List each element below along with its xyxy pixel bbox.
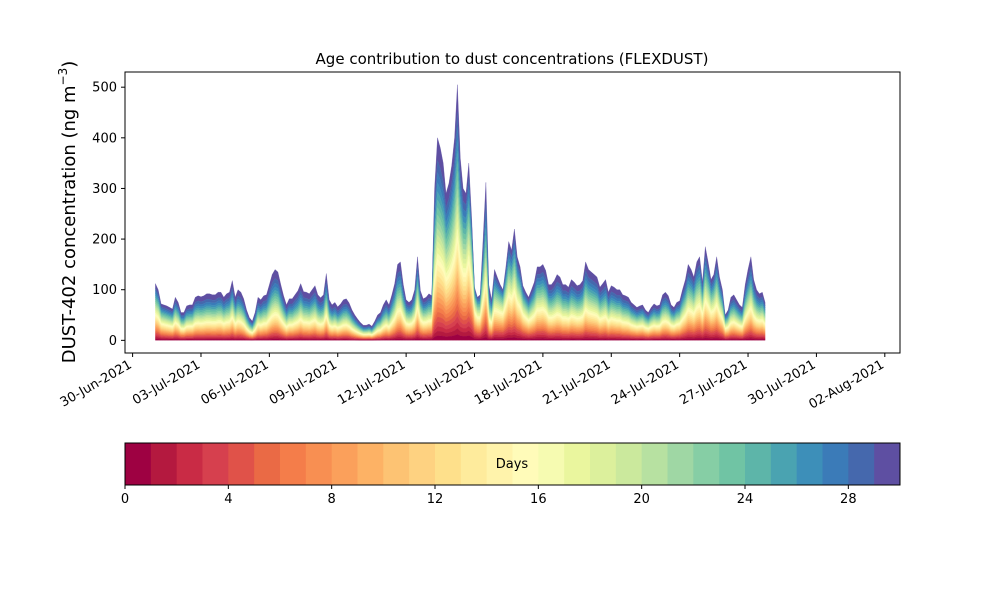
y-tick-label: 100: [92, 283, 117, 298]
colorbar-tick-label: 28: [840, 492, 857, 507]
x-tick-label: 12-Jul-2021: [335, 357, 408, 408]
colorbar-tick-label: 24: [737, 492, 754, 507]
y-axis-label-close: ): [59, 61, 80, 68]
colorbar-tick-label: 16: [530, 492, 547, 507]
x-tick-label: 02-Aug-2021: [806, 357, 886, 412]
x-axis: 30-Jun-202103-Jul-202106-Jul-202109-Jul-…: [58, 353, 887, 413]
y-tick-label: 500: [92, 81, 117, 96]
x-tick-label: 24-Jul-2021: [609, 357, 682, 408]
x-tick-label: 03-Jul-2021: [130, 357, 203, 408]
x-tick-label: 09-Jul-2021: [267, 357, 340, 408]
colorbar-segment: [331, 443, 358, 485]
colorbar-frame: [124, 442, 901, 486]
plot-frame: [124, 71, 901, 354]
colorbar-label: Days: [496, 457, 529, 472]
colorbar-segment: [125, 443, 152, 485]
y-tick-label: 200: [92, 233, 117, 248]
colorbar-tick-label: 20: [633, 492, 650, 507]
x-tick-label: 18-Jul-2021: [472, 357, 545, 408]
colorbar-segment: [667, 443, 694, 485]
colorbar: [125, 443, 901, 485]
colorbar-segment: [719, 443, 746, 485]
colorbar-ticks: 0 4 8 12 16 20 24 28: [121, 485, 857, 507]
colorbar-segment: [538, 443, 565, 485]
y-axis: 0 100 200 300 400 500: [92, 81, 125, 349]
colorbar-segment: [357, 443, 384, 485]
colorbar-segment: [435, 443, 462, 485]
colorbar-segment: [796, 443, 823, 485]
colorbar-segment: [848, 443, 875, 485]
colorbar-segment: [409, 443, 436, 485]
y-axis-label-exponent: −3: [56, 68, 70, 86]
colorbar-segment: [641, 443, 668, 485]
colorbar-segment: [874, 443, 901, 485]
colorbar-segment: [228, 443, 255, 485]
y-axis-label-main: DUST-402 concentration (ng m: [59, 85, 80, 363]
colorbar-segment: [254, 443, 281, 485]
x-tick-label: 06-Jul-2021: [199, 357, 272, 408]
colorbar-tick-label: 12: [427, 492, 444, 507]
colorbar-segment: [176, 443, 203, 485]
colorbar-segment: [512, 443, 539, 485]
colorbar-segment: [590, 443, 617, 485]
colorbar-segment: [150, 443, 178, 485]
colorbar-segment: [615, 443, 643, 485]
chart-title: Age contribution to dust concentrations …: [316, 50, 709, 68]
y-tick-label: 0: [109, 334, 117, 349]
x-tick-label: 27-Jul-2021: [677, 357, 750, 408]
stacked-area-layers: [155, 84, 766, 341]
colorbar-segment: [745, 443, 772, 485]
y-tick-label: 400: [92, 131, 117, 146]
age-layer-0: [155, 334, 766, 341]
y-tick-label: 300: [92, 182, 117, 197]
colorbar-tick-label: 0: [121, 492, 129, 507]
colorbar-segment: [770, 443, 798, 485]
colorbar-segment: [383, 443, 410, 485]
colorbar-segment: [564, 443, 591, 485]
colorbar-segment: [202, 443, 229, 485]
colorbar-segment: [460, 443, 488, 485]
colorbar-segment: [486, 443, 513, 485]
colorbar-segment: [280, 443, 307, 485]
colorbar-segment: [693, 443, 720, 485]
x-tick-label: 30-Jun-2021: [58, 357, 135, 410]
colorbar-segment: [305, 443, 333, 485]
colorbar-segment: [822, 443, 849, 485]
colorbar-tick-label: 4: [224, 492, 232, 507]
y-axis-label: DUST-402 concentration (ng m−3): [56, 61, 80, 364]
colorbar-tick-label: 8: [328, 492, 336, 507]
x-tick-label: 21-Jul-2021: [540, 357, 613, 408]
x-tick-label: 15-Jul-2021: [404, 357, 477, 408]
